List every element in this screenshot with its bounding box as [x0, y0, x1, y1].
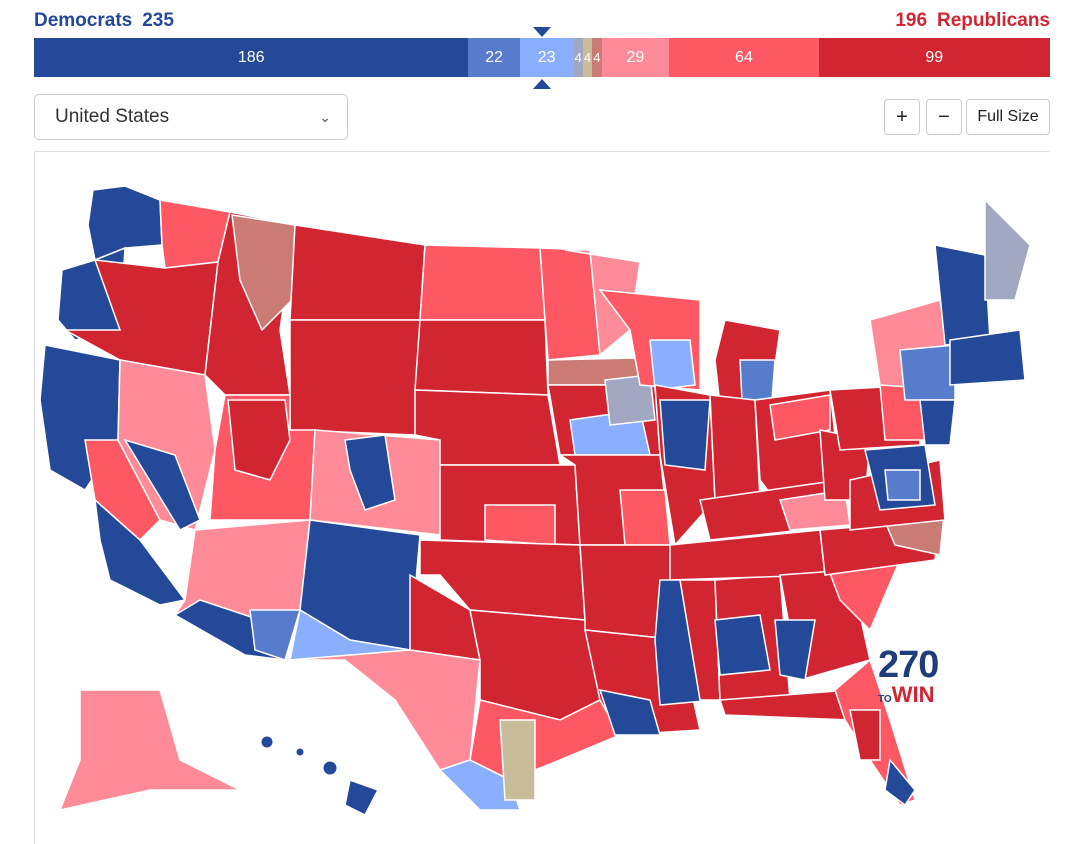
seat-tally-bar: 186 22 23 4 4 4 29 64 99	[34, 38, 1050, 77]
district-nevada-south	[123, 438, 201, 531]
district-arizona-tucson	[249, 609, 302, 661]
map-frame	[34, 151, 1050, 844]
majority-marker-top-icon	[533, 27, 551, 37]
democrats-count: 235	[142, 10, 174, 31]
district-illinois-chicago	[659, 399, 711, 471]
full-size-button[interactable]: Full Size	[966, 99, 1050, 135]
tally-segment: 23	[519, 38, 574, 77]
tally-segment: 186	[34, 38, 469, 77]
district-alabama-black-belt	[714, 614, 771, 676]
democrats-total: Democrats 235	[34, 10, 184, 32]
district-virginia-richmond	[884, 469, 921, 501]
tally-segment: 99	[818, 38, 1050, 77]
democrats-label: Democrats	[34, 10, 133, 31]
district-hawaii-kauai	[295, 747, 305, 757]
district-missouri-east	[619, 489, 671, 546]
district-washington-west	[87, 185, 163, 262]
district-florida-tampa	[849, 709, 881, 761]
district-ohio-north	[769, 394, 831, 441]
district-hawaii-big-island	[344, 779, 380, 817]
district-wyoming	[289, 319, 421, 436]
district-hawaii-oahu	[260, 735, 274, 749]
logo-win-text: WIN	[891, 682, 935, 707]
district-wisconsin-madison	[649, 339, 696, 391]
district-vermont-nh	[934, 244, 991, 346]
district-tennessee	[669, 529, 826, 581]
district-indiana	[709, 394, 761, 501]
tally-segment: 64	[669, 38, 819, 77]
logo-number: 270	[878, 644, 939, 686]
district-montana	[289, 224, 426, 321]
district-utah-north	[227, 399, 291, 481]
tally-segment: 22	[468, 38, 520, 77]
district-texas-west	[289, 649, 481, 771]
district-new-york-east	[899, 344, 956, 401]
region-select-value: United States	[55, 106, 170, 127]
tally-segment: 4	[573, 38, 583, 77]
logo-win: TOWIN	[878, 684, 938, 711]
logo-to: TO	[878, 694, 892, 705]
chevron-down-icon: ⌄	[319, 108, 331, 125]
district-california-central	[84, 439, 161, 542]
district-minnesota-east	[564, 249, 641, 357]
district-alaska	[58, 689, 241, 812]
zoom-in-button[interactable]: +	[884, 99, 920, 135]
district-colorado-denver	[344, 434, 396, 511]
tally-segment: 4	[592, 38, 602, 77]
district-iowa-center	[604, 374, 656, 426]
district-maine	[984, 198, 1031, 301]
republicans-label: Republicans	[937, 10, 1050, 31]
tally-segment: 4	[582, 38, 593, 77]
tally-segment: 29	[601, 38, 670, 77]
district-california-south	[94, 498, 187, 606]
district-south-dakota	[414, 319, 549, 396]
district-georgia-south	[774, 619, 816, 681]
district-north-dakota	[419, 244, 546, 321]
district-massachusetts	[949, 329, 1026, 386]
republicans-count: 196	[895, 10, 928, 31]
region-select[interactable]: United States ⌄	[34, 94, 348, 140]
district-michigan-east	[739, 359, 776, 401]
majority-marker-bottom-icon	[533, 79, 551, 89]
district-new-jersey	[919, 399, 956, 446]
republicans-total: 196 Republicans	[885, 10, 1050, 32]
district-florida-southeast	[884, 758, 916, 807]
district-texas-border	[499, 719, 536, 801]
district-idaho-panhandle	[231, 214, 296, 332]
district-louisiana-south	[598, 689, 661, 736]
district-kansas-east	[484, 504, 556, 546]
zoom-out-button[interactable]: −	[926, 99, 962, 135]
district-hawaii-maui	[322, 760, 338, 776]
270-to-win-logo: 270 TOWIN	[878, 644, 939, 711]
